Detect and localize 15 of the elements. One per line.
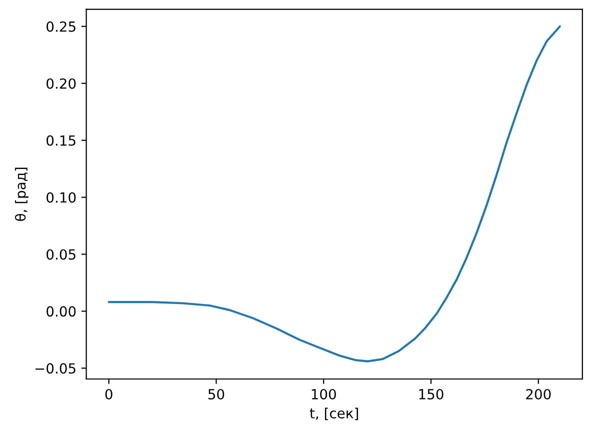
y-tick-label: 0.00 xyxy=(46,306,76,317)
y-tick-label: 0.10 xyxy=(46,192,76,203)
y-tick-label: 0.05 xyxy=(46,249,76,260)
x-tick-label: 150 xyxy=(419,388,444,400)
line-series xyxy=(108,25,561,362)
x-tick-label: 0 xyxy=(105,388,112,400)
x-tick-label: 100 xyxy=(312,388,336,400)
y-tick-label: 0.25 xyxy=(46,21,76,32)
x-axis-title: t, [сек] xyxy=(310,408,358,420)
y-tick-label: −0.05 xyxy=(35,363,76,374)
y-axis-title: θ, [рад] xyxy=(14,168,28,221)
x-tick-label: 200 xyxy=(526,388,551,400)
y-tick-label: 0.15 xyxy=(46,135,76,146)
x-tick-label: 50 xyxy=(208,388,224,400)
y-tick-label: 0.20 xyxy=(46,78,76,89)
